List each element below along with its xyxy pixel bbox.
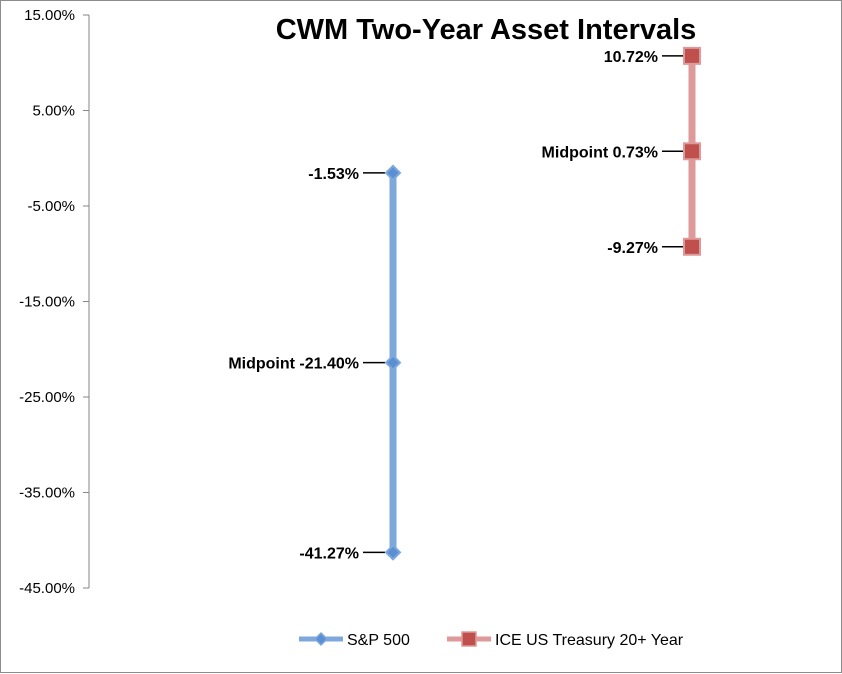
chart-title: CWM Two-Year Asset Intervals	[276, 14, 697, 46]
data-point-square	[683, 142, 701, 161]
legend-label: S&P 500	[347, 632, 410, 649]
data-point-square	[683, 237, 701, 256]
y-tick-label: -45.00%	[19, 580, 75, 597]
legend-marker-diamond	[313, 631, 329, 647]
data-label: Midpoint 0.73%	[542, 144, 658, 161]
y-tick-label: -35.00%	[19, 485, 75, 502]
y-axis-ticks: 15.00% 5.00% -5.00% -15.00% -25.00% -35.00% -4…	[19, 7, 89, 597]
data-label: -1.53%	[308, 166, 359, 183]
series-layer: -1.53% Midpoint -21.40% -41.27% 10.72% Midpo…	[228, 46, 701, 562]
data-label: Midpoint -21.40%	[228, 356, 359, 373]
y-tick-label: 15.00%	[24, 7, 75, 24]
data-point-square	[683, 46, 701, 65]
series-treasury: 10.72% Midpoint 0.73% -9.27%	[542, 46, 701, 257]
legend-item-treasury: ICE US Treasury 20+ Year	[447, 631, 684, 649]
legend-marker-square	[461, 631, 477, 647]
series-sp500: -1.53% Midpoint -21.40% -41.27%	[228, 164, 402, 562]
data-point-diamond	[384, 354, 402, 372]
data-label: 10.72%	[604, 49, 658, 66]
data-point-diamond	[384, 543, 402, 561]
data-point-diamond	[384, 164, 402, 182]
y-tick-label: 5.00%	[32, 103, 75, 120]
data-label: -41.27%	[299, 545, 359, 562]
y-tick-label: -15.00%	[19, 294, 75, 311]
y-tick-label: -5.00%	[27, 198, 75, 215]
data-label: -9.27%	[607, 240, 658, 257]
legend-item-sp500: S&P 500	[299, 631, 410, 649]
legend-label: ICE US Treasury 20+ Year	[495, 632, 684, 649]
y-tick-label: -25.00%	[19, 389, 75, 406]
legend: S&P 500 ICE US Treasury 20+ Year	[299, 631, 684, 649]
